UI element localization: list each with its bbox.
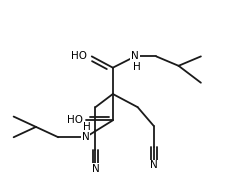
Text: HO: HO (71, 51, 87, 61)
Text: N: N (150, 160, 158, 171)
Text: N: N (92, 164, 99, 174)
Text: N: N (131, 51, 139, 61)
Text: H: H (132, 62, 140, 72)
Text: HO: HO (67, 115, 83, 125)
Text: N: N (82, 132, 90, 142)
Text: H: H (83, 122, 91, 132)
